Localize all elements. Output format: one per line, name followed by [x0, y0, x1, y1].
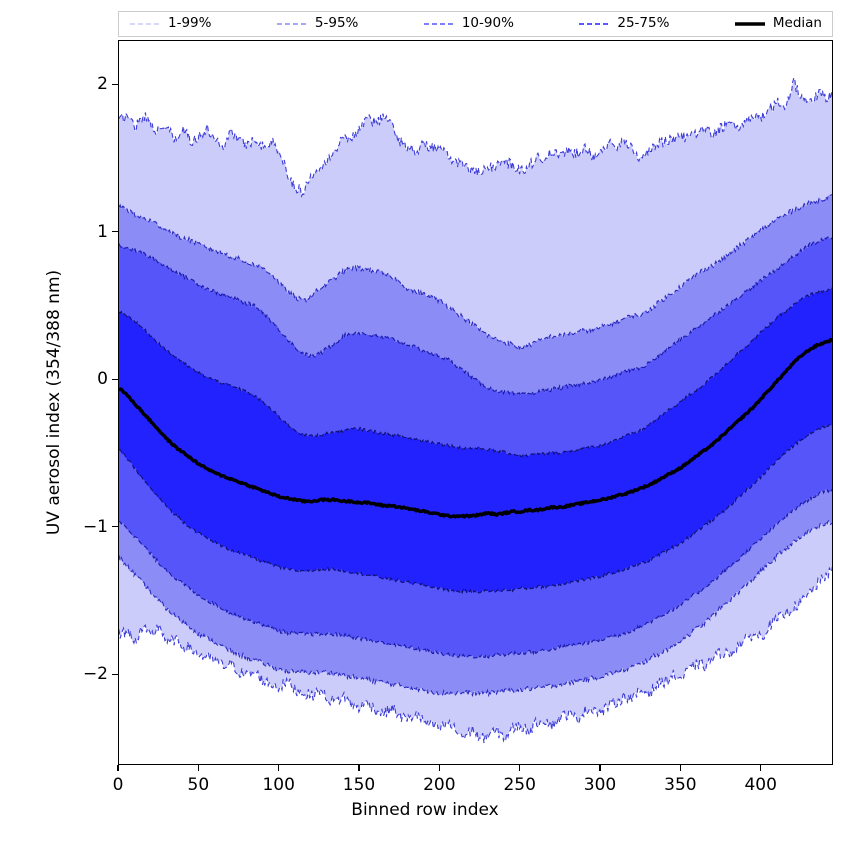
legend-item-median[interactable]: Median: [734, 17, 822, 31]
legend-label: 5-95%: [314, 15, 359, 32]
legend-swatch-icon: [423, 18, 455, 30]
legend-item-5-95[interactable]: 5-95%: [276, 17, 358, 31]
legend-item-1-99[interactable]: 1-99%: [129, 17, 211, 31]
y-tick-mark: [112, 83, 118, 85]
percentile-band-chart: [119, 75, 832, 744]
y-tick-mark: [112, 231, 118, 233]
y-tick-label: 1: [97, 221, 108, 242]
y-tick-label: 0: [97, 369, 108, 390]
band-edge-lower: [119, 423, 832, 595]
y-tick-label: 2: [97, 74, 108, 95]
x-tick-mark: [438, 765, 440, 771]
x-tick-label: 300: [583, 775, 617, 795]
x-tick-label: 100: [262, 775, 295, 795]
x-tick-mark: [278, 765, 280, 771]
legend-swatch-icon: [578, 18, 610, 30]
band-edge-upper: [119, 194, 832, 351]
band-edge-upper: [119, 75, 832, 198]
band-edge-lower: [119, 519, 832, 698]
x-tick-label: 350: [664, 775, 697, 795]
legend-label: 1-99%: [168, 15, 212, 32]
band-fill: [119, 287, 832, 593]
legend-swatch-icon: [129, 18, 161, 30]
x-tick-mark: [358, 765, 360, 771]
x-tick-mark: [519, 765, 521, 771]
x-tick-label: 400: [744, 775, 777, 795]
x-tick-label: 0: [112, 775, 124, 795]
plot-area: [118, 40, 833, 765]
x-tick-label: 50: [187, 775, 210, 795]
y-axis-label: UV aerosol index (354/388 nm): [44, 269, 64, 536]
legend-label: 25-75%: [617, 15, 670, 32]
y-tick-mark: [112, 378, 118, 380]
x-axis-label: Binned row index: [351, 800, 499, 820]
legend-label: 10-90%: [461, 15, 514, 32]
x-tick-mark: [599, 765, 601, 771]
x-tick-mark: [117, 765, 119, 771]
y-tick-mark: [112, 673, 118, 675]
legend: 1-99% 5-95% 10-90% 25-75% Median: [118, 11, 833, 37]
band-25-75: [119, 287, 832, 595]
x-tick-mark: [197, 765, 199, 771]
band-edge-lower: [119, 566, 832, 744]
y-tick-label: −1: [82, 516, 108, 537]
y-tick-label: −2: [82, 664, 108, 685]
band-edge-upper: [119, 287, 832, 458]
x-tick-label: 150: [342, 775, 376, 795]
x-tick-mark: [760, 765, 762, 771]
band-edge-upper: [119, 236, 832, 398]
band-edge-lower: [119, 488, 832, 659]
legend-swatch-icon: [276, 18, 308, 30]
legend-item-10-90[interactable]: 10-90%: [423, 17, 514, 31]
x-tick-label: 200: [423, 775, 456, 795]
x-tick-mark: [679, 765, 681, 771]
legend-label: Median: [772, 15, 822, 32]
median-line: [119, 337, 832, 519]
x-tick-label: 250: [503, 775, 536, 795]
legend-item-25-75[interactable]: 25-75%: [578, 17, 669, 31]
legend-swatch-icon: [734, 18, 766, 30]
y-tick-mark: [112, 526, 118, 528]
